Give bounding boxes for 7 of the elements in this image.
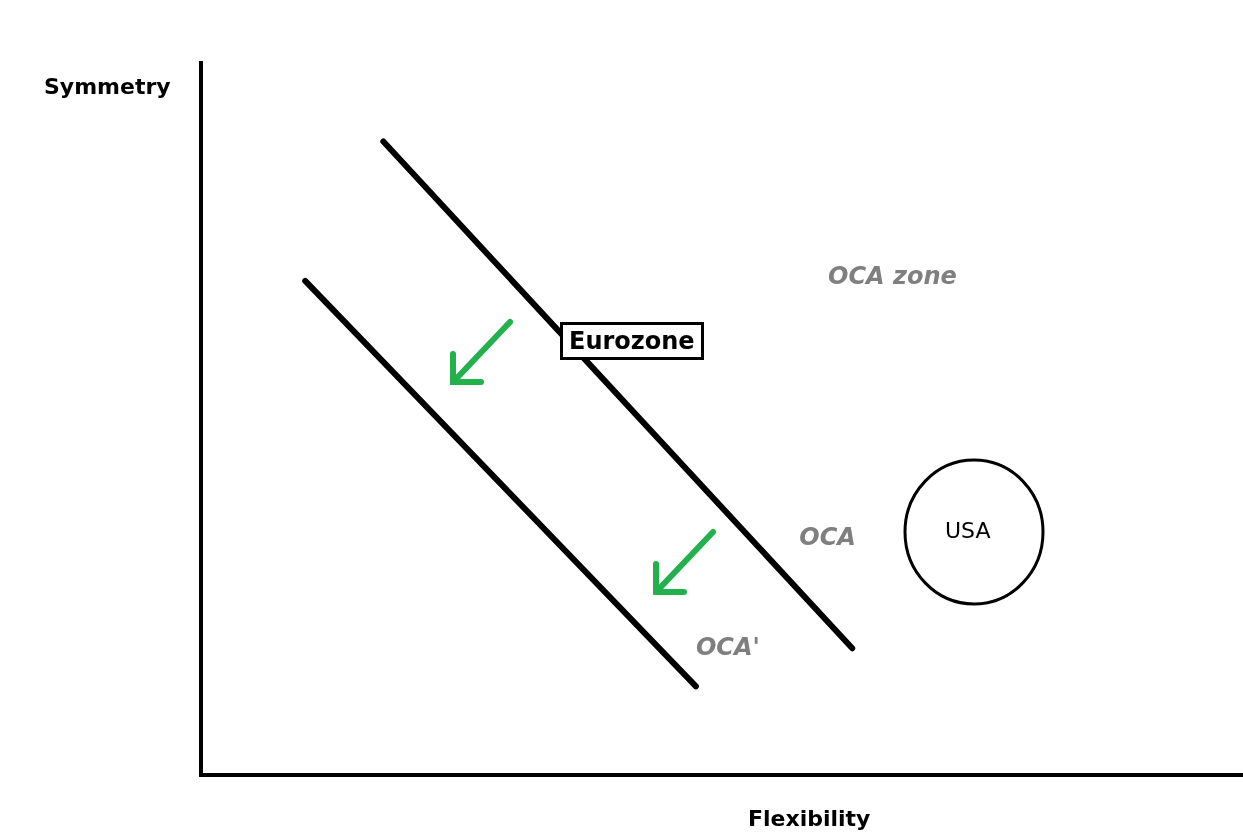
x-axis-title: Flexibility (748, 806, 871, 831)
annotation: OCA zone (828, 262, 957, 290)
annotation: USA (945, 518, 991, 543)
y-axis-title: Symmetry (44, 74, 171, 99)
series-label: OCA (799, 522, 856, 551)
series-label: OCA' (695, 632, 760, 661)
annotation: Eurozone (560, 322, 704, 360)
